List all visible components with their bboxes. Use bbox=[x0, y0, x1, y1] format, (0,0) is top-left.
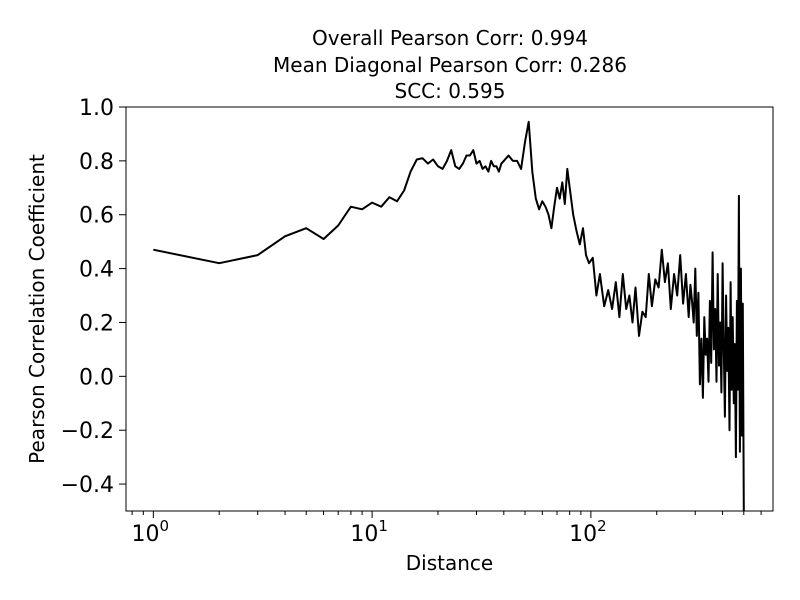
y-tick-label: 0.6 bbox=[79, 204, 114, 229]
x-tick-base: 10 bbox=[350, 522, 378, 547]
y-tick-label: 0.4 bbox=[79, 258, 114, 283]
x-axis: 100 101 102 bbox=[132, 511, 762, 547]
title-line-1: Overall Pearson Corr: 0.994 bbox=[312, 26, 588, 50]
y-tick-label: 0.2 bbox=[79, 311, 114, 336]
y-tick-label: 1.0 bbox=[79, 96, 114, 121]
y-axis-label: Pearson Correlation Coefficient bbox=[25, 154, 49, 464]
plot-frame bbox=[125, 106, 774, 512]
series bbox=[153, 120, 745, 512]
x-tick-base: 10 bbox=[132, 522, 160, 547]
y-tick-label: −0.2 bbox=[61, 419, 114, 444]
y-tick-label: −0.4 bbox=[61, 473, 114, 498]
y-axis: −0.4 −0.2 0.0 0.2 0.4 0.6 0.8 1.0 bbox=[61, 96, 126, 498]
x-tick-exponent: 0 bbox=[160, 517, 170, 535]
title-line-3: SCC: 0.595 bbox=[395, 79, 506, 103]
y-tick-label: 0.8 bbox=[79, 150, 114, 175]
chart-title: Overall Pearson Corr: 0.994 Mean Diagonal… bbox=[273, 26, 627, 103]
x-tick-label: 102 bbox=[569, 517, 607, 547]
series-line-1 bbox=[153, 120, 745, 512]
x-tick-base: 10 bbox=[569, 522, 597, 547]
y-tick-label: 0.0 bbox=[79, 365, 114, 390]
x-tick-exponent: 1 bbox=[378, 517, 388, 535]
title-line-2: Mean Diagonal Pearson Corr: 0.286 bbox=[273, 53, 627, 77]
x-axis-label: Distance bbox=[406, 551, 493, 575]
x-tick-label: 101 bbox=[350, 517, 388, 547]
x-tick-label: 100 bbox=[132, 517, 170, 547]
x-tick-exponent: 2 bbox=[597, 517, 607, 535]
